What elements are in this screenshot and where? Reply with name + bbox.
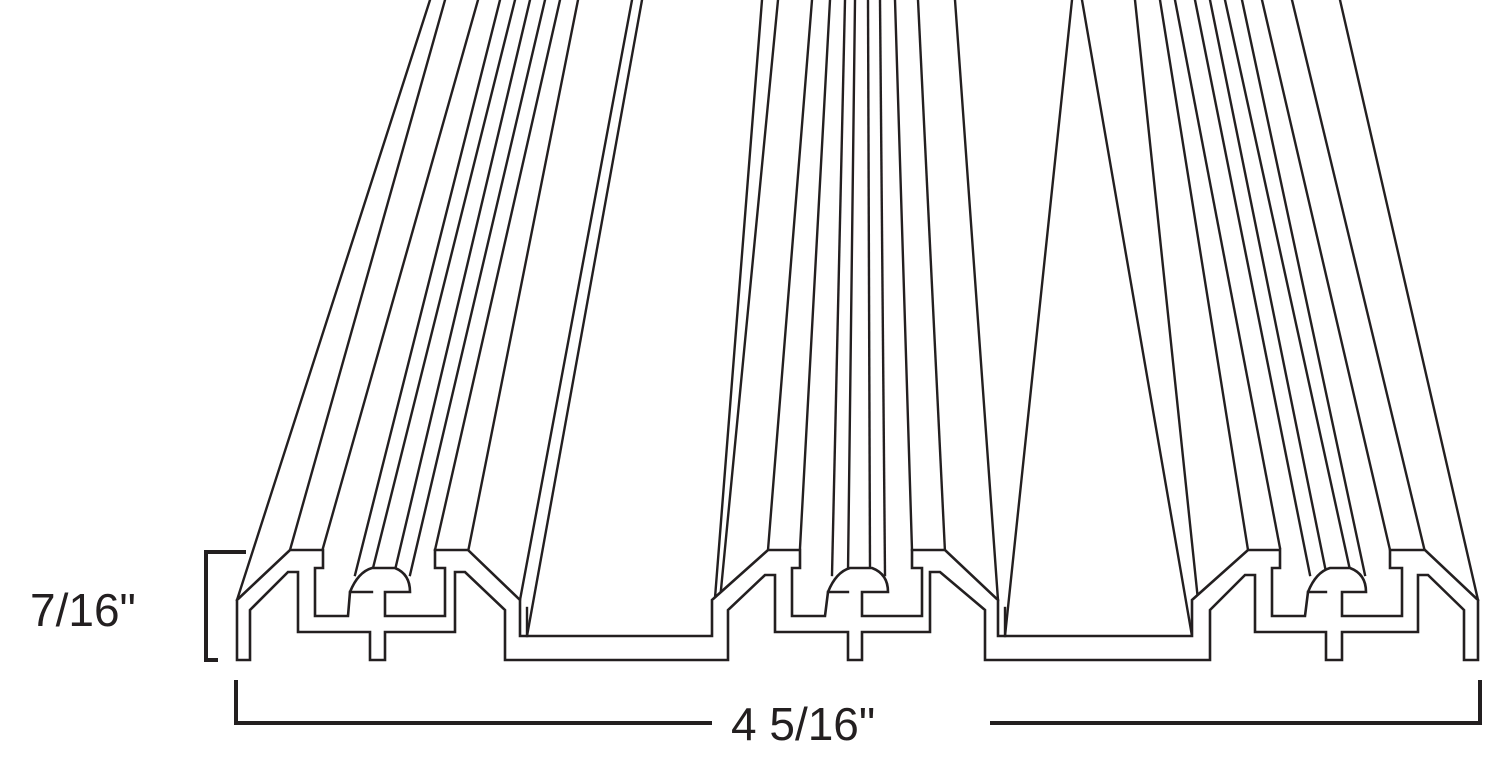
- width-dimension-line-left: [234, 680, 712, 725]
- height-dimension-label: 7/16": [30, 584, 136, 636]
- extrusion-cross-section: [235, 548, 1480, 662]
- center-channel-length-lines: [710, 0, 1000, 638]
- right-channel-length-lines: [1003, 0, 1480, 638]
- height-dimension-bracket: [204, 550, 246, 662]
- cross-section-inner-lines: [348, 590, 1328, 638]
- width-dimension-label: 4 5/16": [731, 698, 875, 750]
- left-channel-length-lines: [235, 0, 644, 638]
- width-dimension-line-right: [990, 680, 1482, 725]
